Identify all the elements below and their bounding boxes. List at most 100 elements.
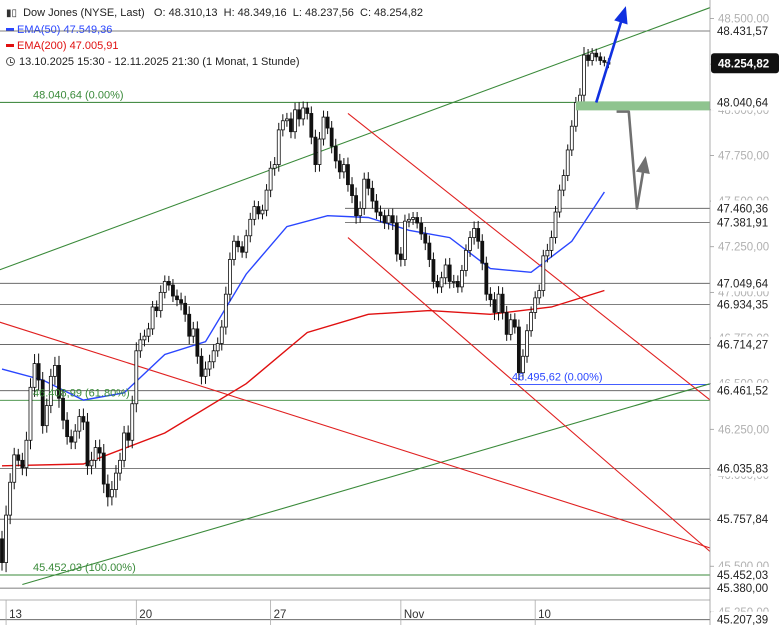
candle-body [162,281,167,293]
ema200-swatch [6,43,14,47]
level-tag-bg [711,200,780,217]
candle-body [390,215,395,224]
time-axis: 13 20 27 Nov 10 [0,599,710,625]
price-axis: 48.500,0048.250,0048.000,0047.750,0047.5… [709,0,780,625]
candle-body [582,54,586,96]
level-tag-bg [711,336,780,353]
candle-body [199,355,204,377]
candle-body [394,222,399,255]
candle-body [464,249,468,271]
level-tag-label: 46.934,35 [717,299,768,311]
candle-body [569,125,574,151]
candle-body [325,116,330,129]
last-price-label: 48.254,82 [718,58,769,70]
candle-body [301,107,306,120]
y-tick-label: 47.750,00 [718,150,769,162]
candle-body [256,206,261,215]
level-tag-bg [711,94,780,111]
candle-body [341,164,346,173]
candle-body [293,109,297,133]
candle-body [358,207,363,217]
level-tag-bg [711,611,780,625]
candle-body [370,187,375,202]
candle-body [0,538,4,563]
descending-channel-lower [347,237,711,553]
candle-body [504,312,509,335]
level-tag-bg [711,275,780,292]
ema50-label: EMA(50) [17,24,61,36]
candle-body [586,54,590,61]
ema200-label: EMA(200) [17,40,67,52]
candle-body [317,138,322,165]
candle-body [171,284,175,297]
candle-body [398,253,403,260]
lower-channel-line [22,383,711,586]
candle-body [142,335,147,341]
period-range: 13.10.2025 15:30 - 12.11.2025 21:30 [19,56,200,68]
level-tag-label: 45.757,84 [717,514,769,526]
candle-body [525,330,529,357]
candle-body [350,184,354,197]
chart-legend: ▮▯ Dow Jones (NYSE, Last) O: 48.310,13 H… [6,5,423,70]
candle-body [57,365,61,399]
candle-body [215,343,220,352]
candle-body [260,209,265,215]
candle-body [305,107,310,114]
candle-body [415,217,420,224]
candle-body [65,419,70,438]
candle-body [211,350,216,363]
upper-channel-line [0,7,711,271]
candle-body [44,405,49,427]
candle-body [431,259,436,282]
candle-body [244,235,249,253]
candle-body [594,52,599,58]
candle-body [20,459,25,469]
ohlc-values: O: 48.310,13 H: 48.349,16 L: 48.237,56 C… [153,7,423,19]
candle-body [93,447,98,461]
candle-body [553,211,558,239]
candle-body [8,481,13,516]
axis-background [710,0,780,625]
candle-body [427,242,432,260]
level-tag-label: 46.714,27 [717,340,768,352]
candle-body [32,363,37,388]
candle-body [561,175,566,191]
candle-body [158,291,163,312]
level-tag-bg [711,214,780,231]
candle-body [240,246,245,253]
candles [0,46,611,573]
candle-body [191,328,196,337]
candle-body [187,313,192,337]
candle-body [101,452,106,485]
candle-body [329,127,334,147]
candle-body [105,483,110,498]
candle-body [549,237,554,251]
candle-body [521,355,525,374]
y-tick-label: 48.500,00 [718,14,769,26]
legend-instrument-row: ▮▯ Dow Jones (NYSE, Last) O: 48.310,13 H… [6,5,423,22]
last-price-tag [711,53,779,74]
x-tick-label: Nov [404,609,425,621]
candle-body [268,167,273,191]
candle-body [557,189,562,213]
candle-body [476,228,481,242]
legend-period-row: 13.10.2025 15:30 - 12.11.2025 21:30 (1 M… [6,54,423,70]
candle-body [203,368,208,377]
level-tag-bg [711,580,780,597]
level-tag-label: 47.381,91 [717,218,768,230]
candle-body [508,319,513,335]
candle-body [154,306,159,312]
candle-body [16,454,21,461]
candle-body [40,379,45,427]
candle-body [73,430,78,443]
candle-body [468,237,472,251]
candle-body [496,293,501,313]
legend-ema50-row: EMA(50) 47.549,36 [6,22,423,38]
level-tag-bg [711,23,780,39]
candle-body [228,259,232,295]
candle-body [472,228,477,239]
ema200-value: 47.005,91 [69,40,119,52]
candle-body [175,295,179,301]
candle-body [146,328,151,337]
